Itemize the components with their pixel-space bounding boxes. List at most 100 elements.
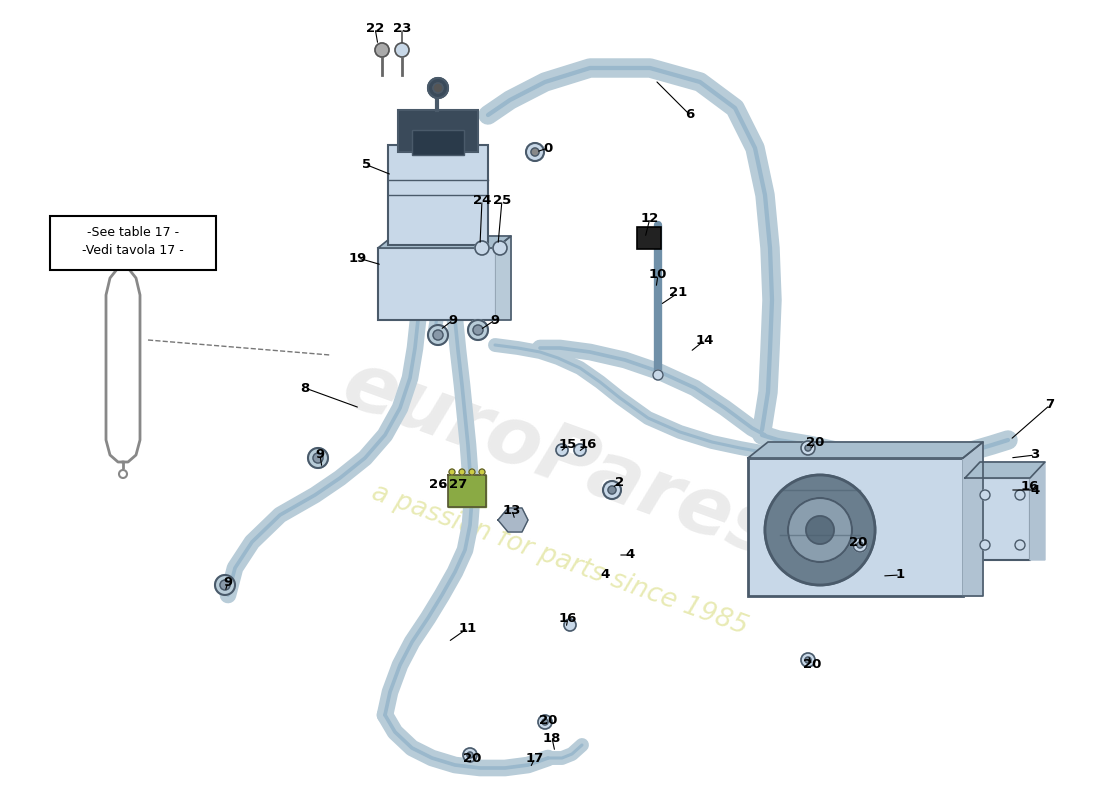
Text: 7: 7 (1045, 398, 1055, 411)
Text: 4: 4 (1031, 483, 1040, 497)
FancyBboxPatch shape (748, 458, 962, 596)
Circle shape (475, 241, 490, 255)
Text: 1: 1 (895, 569, 904, 582)
Text: 17: 17 (526, 751, 544, 765)
Circle shape (220, 580, 230, 590)
Circle shape (980, 490, 990, 500)
Circle shape (433, 330, 443, 340)
Text: 4: 4 (601, 569, 609, 582)
Text: 16: 16 (579, 438, 597, 451)
Circle shape (428, 325, 448, 345)
Text: 6: 6 (685, 109, 694, 122)
Text: 23: 23 (393, 22, 411, 34)
Text: 22: 22 (366, 22, 384, 34)
Text: 20: 20 (849, 535, 867, 549)
Circle shape (608, 486, 616, 494)
Polygon shape (962, 442, 983, 596)
Text: -Vedi tavola 17 -: -Vedi tavola 17 - (82, 244, 184, 257)
Polygon shape (748, 442, 983, 458)
Circle shape (801, 653, 815, 667)
Text: 12: 12 (641, 211, 659, 225)
FancyBboxPatch shape (398, 110, 478, 152)
FancyBboxPatch shape (50, 216, 216, 270)
Circle shape (805, 657, 811, 663)
Text: 20: 20 (539, 714, 558, 726)
Circle shape (469, 469, 475, 475)
Circle shape (395, 43, 409, 57)
Text: 13: 13 (503, 503, 521, 517)
Circle shape (468, 752, 473, 758)
Circle shape (531, 148, 539, 156)
Text: 2: 2 (615, 475, 625, 489)
Circle shape (603, 481, 622, 499)
Circle shape (1015, 490, 1025, 500)
Text: 16: 16 (1021, 481, 1040, 494)
Text: 21: 21 (669, 286, 688, 299)
Circle shape (308, 448, 328, 468)
Circle shape (526, 143, 544, 161)
Text: 5: 5 (362, 158, 372, 171)
Circle shape (463, 748, 477, 762)
Polygon shape (378, 236, 512, 248)
Text: 9: 9 (316, 449, 324, 462)
Circle shape (788, 498, 853, 562)
Text: 18: 18 (542, 731, 561, 745)
Circle shape (314, 453, 323, 463)
Circle shape (805, 445, 811, 451)
Circle shape (556, 444, 568, 456)
Text: 25: 25 (493, 194, 512, 206)
Circle shape (574, 444, 586, 456)
Text: 15: 15 (559, 438, 578, 451)
Text: 20: 20 (463, 751, 481, 765)
Circle shape (433, 83, 443, 93)
Circle shape (1015, 540, 1025, 550)
Text: 26: 26 (429, 478, 448, 491)
Polygon shape (448, 475, 486, 507)
Circle shape (493, 241, 507, 255)
Circle shape (214, 575, 235, 595)
Circle shape (375, 43, 389, 57)
Circle shape (564, 619, 576, 631)
Text: euroPares: euroPares (332, 345, 789, 575)
Text: 19: 19 (349, 251, 367, 265)
Text: 16: 16 (559, 611, 578, 625)
Circle shape (119, 258, 126, 266)
Text: 9: 9 (449, 314, 458, 326)
Text: 9: 9 (491, 314, 499, 326)
Text: 11: 11 (459, 622, 477, 634)
FancyBboxPatch shape (378, 248, 496, 320)
Text: 20: 20 (806, 437, 824, 450)
Polygon shape (496, 236, 512, 320)
Text: 27: 27 (449, 478, 468, 491)
Text: a passion for parts since 1985: a passion for parts since 1985 (368, 480, 751, 640)
Circle shape (764, 475, 875, 585)
Text: 4: 4 (626, 549, 635, 562)
Text: 0: 0 (543, 142, 552, 154)
FancyBboxPatch shape (388, 145, 488, 245)
Text: 8: 8 (300, 382, 309, 394)
FancyBboxPatch shape (412, 130, 464, 155)
Circle shape (980, 540, 990, 550)
Text: 3: 3 (1031, 449, 1040, 462)
Polygon shape (498, 508, 528, 532)
Circle shape (857, 542, 864, 548)
Text: 14: 14 (696, 334, 714, 346)
FancyBboxPatch shape (637, 227, 661, 249)
FancyBboxPatch shape (965, 478, 1030, 560)
Circle shape (542, 719, 548, 725)
Circle shape (801, 441, 815, 455)
Text: 10: 10 (649, 269, 668, 282)
Circle shape (538, 715, 552, 729)
Text: -See table 17 -: -See table 17 - (87, 226, 179, 238)
Circle shape (468, 320, 488, 340)
Circle shape (449, 469, 455, 475)
Circle shape (428, 78, 448, 98)
Circle shape (459, 469, 465, 475)
Circle shape (478, 469, 485, 475)
Circle shape (473, 325, 483, 335)
Text: 9: 9 (223, 575, 232, 589)
Circle shape (852, 538, 867, 552)
Text: 20: 20 (803, 658, 822, 671)
Circle shape (806, 516, 834, 544)
Polygon shape (1030, 462, 1045, 560)
